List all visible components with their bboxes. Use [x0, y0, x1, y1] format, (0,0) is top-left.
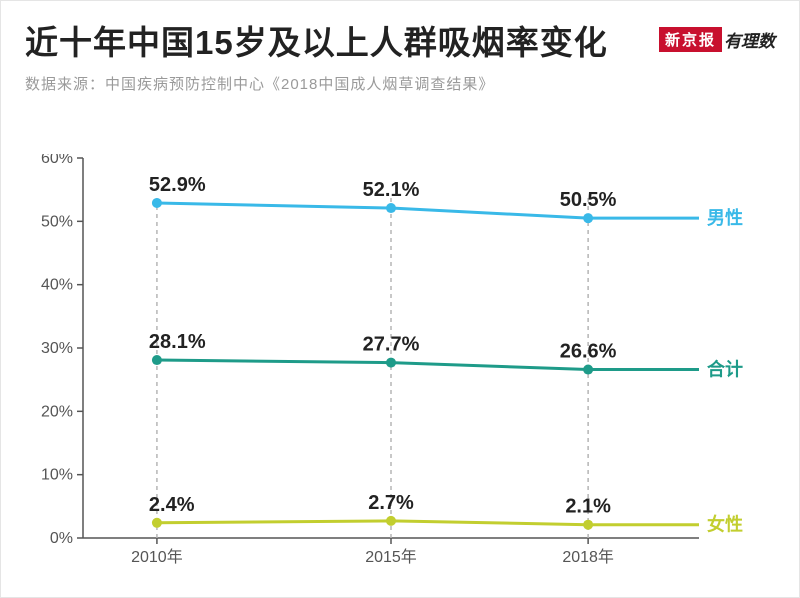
y-tick-label: 20% [41, 403, 73, 420]
series-point-male [583, 213, 593, 223]
series-point-male [152, 198, 162, 208]
value-label-male: 52.9% [149, 174, 206, 196]
value-label-female: 2.1% [565, 495, 611, 517]
y-tick-label: 50% [41, 213, 73, 230]
x-tick-label: 2015年 [365, 548, 417, 566]
chart-svg: 0% 10% 20% 30% 40% 50% 60% 2010年 2015年 2018年 52.9%… [25, 154, 777, 574]
series-point-total [583, 364, 593, 374]
y-tick-label: 10% [41, 466, 73, 483]
series-point-female [583, 519, 593, 529]
logo-brand: 新京报 [659, 27, 722, 52]
series-point-female [152, 517, 162, 527]
y-tick-label: 0% [50, 530, 73, 547]
header: 近十年中国15岁及以上人群吸烟率变化 新京报 有理数 数据来源：中国疾病预防控制… [1, 1, 799, 100]
x-tick-label: 2010年 [131, 548, 183, 566]
value-label-female: 2.7% [368, 491, 414, 513]
series-point-total [386, 357, 396, 367]
title-row: 近十年中国15岁及以上人群吸烟率变化 新京报 有理数 [25, 23, 775, 63]
series-point-male [386, 203, 396, 213]
series-label-total: 合计 [707, 358, 743, 379]
series-line-total [157, 360, 699, 370]
series-line-female [157, 520, 699, 524]
y-tick-label: 40% [41, 276, 73, 293]
source-logo: 新京报 有理数 [659, 27, 775, 52]
logo-subbrand: 有理数 [724, 27, 775, 52]
value-label-male: 50.5% [560, 189, 617, 211]
series-label-male: 男性 [707, 207, 743, 228]
smoking-rate-chart: 0% 10% 20% 30% 40% 50% 60% 2010年 2015年 2018年 52.9%… [25, 154, 775, 574]
data-source: 数据来源：中国疾病预防控制中心《2018中国成人烟草调查结果》 [25, 73, 775, 94]
y-tick-label: 60% [41, 154, 73, 167]
series-label-female: 女性 [707, 513, 743, 534]
x-tick-label: 2018年 [562, 548, 614, 566]
value-label-total: 28.1% [149, 331, 206, 353]
y-tick-label: 30% [41, 340, 73, 357]
series-point-female [386, 515, 396, 525]
value-label-female: 2.4% [149, 493, 195, 515]
series-line-male [157, 203, 699, 218]
value-label-male: 52.1% [363, 179, 420, 201]
value-label-total: 27.7% [363, 333, 420, 355]
series-point-total [152, 355, 162, 365]
page-title: 近十年中国15岁及以上人群吸烟率变化 [25, 23, 608, 63]
value-label-total: 26.6% [560, 340, 617, 362]
